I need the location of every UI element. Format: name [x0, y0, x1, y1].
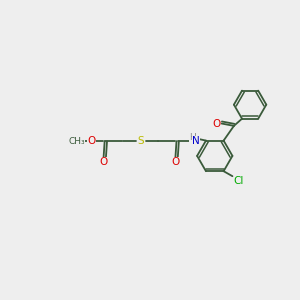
Text: O: O: [171, 158, 179, 167]
Text: H: H: [189, 133, 196, 142]
Text: O: O: [99, 158, 108, 167]
Text: N: N: [192, 136, 200, 146]
Text: O: O: [87, 136, 95, 146]
Text: S: S: [138, 136, 145, 146]
Text: O: O: [213, 118, 221, 128]
Text: CH₃: CH₃: [68, 137, 85, 146]
Text: Cl: Cl: [234, 176, 244, 186]
